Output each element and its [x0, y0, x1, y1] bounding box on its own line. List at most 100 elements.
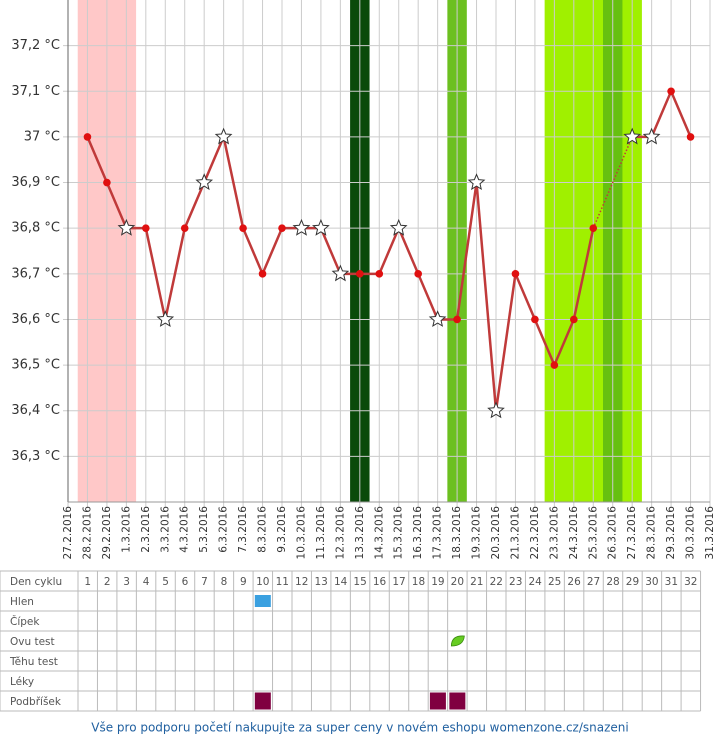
x-tick-label: 10.3.2016: [295, 506, 307, 560]
dot-marker: [511, 270, 520, 278]
star-marker: [642, 127, 661, 145]
day-number: 5: [162, 576, 169, 588]
y-tick-label: 37,1 °C: [11, 84, 60, 99]
row-label: Ovu test: [10, 636, 55, 648]
y-tick-label: 36,8 °C: [11, 221, 60, 236]
star-marker: [623, 127, 642, 145]
y-tick-label: 36,9 °C: [11, 175, 60, 190]
footer-link[interactable]: Vše pro podporu početí nakupujte za supe…: [91, 721, 628, 735]
x-tick-label: 15.3.2016: [393, 506, 405, 560]
dot-marker: [550, 361, 559, 369]
day-number: 28: [606, 576, 619, 588]
cell-mark: [429, 692, 446, 710]
day-number: 30: [645, 576, 658, 588]
day-number: 7: [201, 576, 208, 588]
y-tick-label: 36,7 °C: [11, 266, 60, 281]
y-tick-label: 37,2 °C: [11, 38, 60, 53]
y-tick-label: 36,3 °C: [11, 449, 60, 464]
x-tick-label: 29.2.2016: [101, 506, 113, 560]
day-number: 8: [221, 576, 228, 588]
dot-marker: [375, 270, 384, 278]
x-tick-label: 27.3.2016: [626, 506, 638, 560]
row-label: Léky: [10, 676, 34, 688]
day-number: 19: [431, 576, 444, 588]
day-number: 14: [334, 576, 348, 588]
day-number: 26: [567, 576, 581, 588]
star-marker: [389, 218, 408, 236]
x-tick-label: 6.3.2016: [218, 506, 230, 553]
dot-marker: [142, 224, 150, 232]
dot-marker: [356, 270, 364, 278]
y-tick-label: 36,5 °C: [11, 358, 60, 373]
x-tick-label: 28.3.2016: [646, 506, 658, 560]
x-tick-label: 9.3.2016: [276, 506, 288, 553]
cell-mark: [254, 692, 271, 710]
dot-marker: [667, 87, 675, 96]
y-tick-label: 37 °C: [24, 129, 60, 144]
day-number: 21: [470, 576, 483, 588]
day-number: 10: [256, 576, 269, 588]
day-number: 18: [412, 576, 425, 588]
y-tick-label: 36,4 °C: [11, 403, 60, 418]
x-tick-label: 7.3.2016: [237, 506, 249, 553]
x-tick-label: 5.3.2016: [198, 506, 210, 553]
day-number: 20: [451, 576, 464, 588]
x-tick-label: 14.3.2016: [373, 506, 385, 560]
star-marker: [331, 264, 350, 282]
x-tick-label: 20.3.2016: [490, 506, 502, 560]
dot-marker: [83, 133, 92, 141]
day-number: 22: [490, 576, 503, 588]
day-number: 11: [276, 576, 289, 588]
row-label: Hlen: [10, 596, 34, 608]
table-header: Den cyklu: [10, 576, 62, 588]
row-label: Podbříšek: [10, 696, 62, 708]
star-marker: [214, 127, 233, 145]
day-number: 27: [587, 576, 600, 588]
x-tick-label: 28.2.2016: [81, 506, 93, 560]
x-tick-label: 25.3.2016: [587, 506, 599, 560]
star-marker: [487, 401, 505, 419]
dot-marker: [103, 178, 111, 187]
day-number: 29: [626, 576, 639, 588]
x-tick-label: 23.3.2016: [548, 506, 560, 560]
dot-marker: [239, 224, 247, 232]
x-tick-label: 27.2.2016: [62, 506, 74, 560]
dot-marker: [278, 224, 286, 232]
x-tick-label: 21.3.2016: [509, 506, 521, 560]
dot-marker: [570, 315, 578, 324]
dot-marker: [531, 315, 539, 324]
star-marker: [195, 173, 214, 191]
star-marker: [312, 218, 330, 236]
day-number: 6: [182, 576, 189, 588]
y-tick-label: 36,6 °C: [11, 312, 60, 327]
day-number: 16: [373, 576, 387, 588]
day-number: 4: [143, 576, 150, 588]
x-tick-label: 3.3.2016: [159, 506, 171, 553]
day-number: 13: [314, 576, 327, 588]
x-tick-label: 31.3.2016: [704, 506, 716, 560]
x-tick-label: 18.3.2016: [451, 506, 463, 560]
star-marker: [292, 218, 311, 236]
x-tick-label: 11.3.2016: [315, 506, 327, 560]
dot-marker: [258, 270, 267, 278]
x-tick-label: 2.3.2016: [140, 506, 152, 553]
x-tick-label: 4.3.2016: [179, 506, 191, 553]
day-number: 1: [84, 576, 91, 588]
cell-mark: [449, 692, 466, 710]
dot-marker: [414, 270, 422, 278]
day-number: 2: [104, 576, 111, 588]
day-number: 32: [684, 576, 697, 588]
day-number: 12: [295, 576, 308, 588]
dot-marker: [453, 315, 461, 324]
day-number: 3: [123, 576, 130, 588]
dot-marker: [589, 224, 598, 232]
x-tick-label: 19.3.2016: [471, 506, 483, 560]
day-number: 15: [353, 576, 366, 588]
cell-mark: [254, 595, 271, 607]
day-number: 31: [665, 576, 678, 588]
x-tick-label: 12.3.2016: [334, 506, 346, 560]
star-marker: [467, 173, 486, 191]
day-number: 23: [509, 576, 522, 588]
x-tick-label: 30.3.2016: [685, 506, 697, 560]
